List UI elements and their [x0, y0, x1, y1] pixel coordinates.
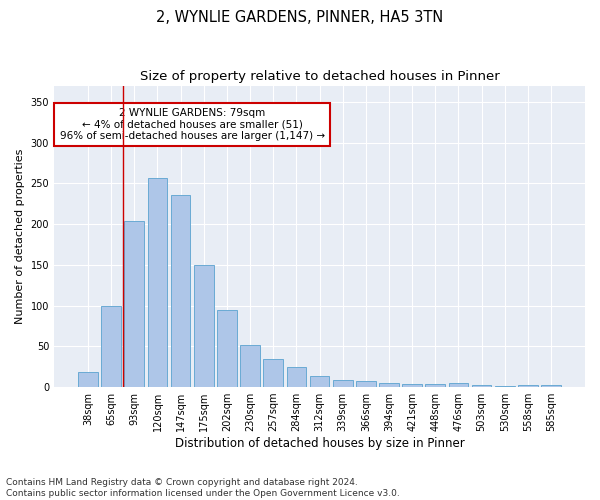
Y-axis label: Number of detached properties: Number of detached properties: [15, 148, 25, 324]
Text: 2, WYNLIE GARDENS, PINNER, HA5 3TN: 2, WYNLIE GARDENS, PINNER, HA5 3TN: [157, 10, 443, 25]
Bar: [217, 310, 237, 387]
Bar: [78, 372, 98, 387]
Bar: [425, 384, 445, 387]
X-axis label: Distribution of detached houses by size in Pinner: Distribution of detached houses by size …: [175, 437, 464, 450]
Bar: [287, 366, 306, 387]
Bar: [101, 306, 121, 387]
Bar: [333, 380, 353, 387]
Bar: [124, 221, 144, 387]
Bar: [449, 383, 468, 387]
Text: 2 WYNLIE GARDENS: 79sqm
← 4% of detached houses are smaller (51)
96% of semi-det: 2 WYNLIE GARDENS: 79sqm ← 4% of detached…: [59, 108, 325, 142]
Bar: [356, 382, 376, 387]
Bar: [518, 384, 538, 387]
Bar: [263, 358, 283, 387]
Bar: [310, 376, 329, 387]
Bar: [194, 265, 214, 387]
Bar: [472, 386, 491, 387]
Bar: [379, 383, 399, 387]
Bar: [495, 386, 515, 387]
Bar: [240, 344, 260, 387]
Bar: [148, 178, 167, 387]
Text: Contains HM Land Registry data © Crown copyright and database right 2024.
Contai: Contains HM Land Registry data © Crown c…: [6, 478, 400, 498]
Bar: [402, 384, 422, 387]
Bar: [171, 195, 190, 387]
Bar: [541, 384, 561, 387]
Title: Size of property relative to detached houses in Pinner: Size of property relative to detached ho…: [140, 70, 499, 83]
